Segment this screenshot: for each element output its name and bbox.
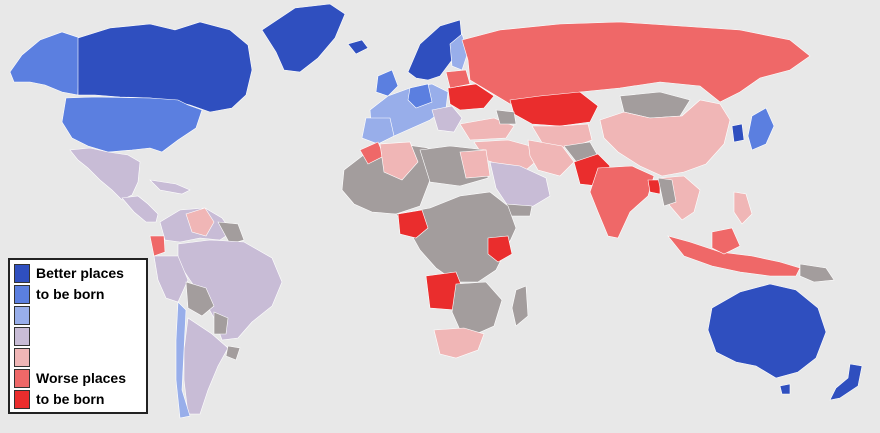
legend-row: to be born (14, 285, 144, 305)
legend-swatch (14, 348, 30, 367)
region-ukraine (447, 83, 495, 111)
region-middle-east (473, 139, 541, 171)
legend-row (14, 348, 144, 368)
legend-label: Worse places (36, 370, 127, 386)
region-uk-ireland (375, 69, 399, 97)
legend-row: to be born (14, 390, 144, 410)
legend-row: Better places (14, 264, 144, 284)
region-indonesia (667, 235, 801, 277)
region-algeria (379, 141, 419, 181)
region-balkans (431, 105, 463, 133)
legend-swatch (14, 327, 30, 346)
region-southern-africa (451, 281, 503, 335)
region-paraguay (213, 311, 229, 335)
region-brazil (177, 239, 283, 341)
region-india (589, 165, 655, 239)
region-chile (175, 301, 191, 419)
legend-label: Better places (36, 265, 124, 281)
region-ecuador (149, 235, 166, 257)
region-caucasus (495, 109, 517, 125)
legend-swatch (14, 264, 30, 283)
region-arabia (489, 161, 551, 209)
region-central-america (121, 195, 159, 223)
region-germany (407, 83, 433, 109)
region-caribbean (149, 179, 191, 195)
region-usa (61, 96, 203, 153)
region-nigeria (397, 209, 429, 239)
region-venezuela (185, 207, 215, 237)
region-papua (799, 263, 835, 283)
region-argentina (183, 317, 229, 415)
legend-swatch (14, 390, 30, 409)
region-bangladesh (647, 179, 661, 195)
legend-row (14, 327, 144, 347)
region-philippines (733, 191, 753, 225)
region-borneo (711, 227, 741, 255)
region-japan (747, 107, 775, 151)
region-greenland (261, 3, 346, 73)
region-iberia (361, 117, 395, 145)
legend-row (14, 306, 144, 326)
legend-swatch (14, 369, 30, 388)
legend-label: to be born (36, 391, 105, 407)
region-bolivia (185, 281, 215, 317)
region-iran (527, 139, 575, 177)
region-iceland (347, 39, 369, 55)
region-china (599, 99, 731, 177)
region-mexico (69, 147, 141, 201)
legend-swatch (14, 306, 30, 325)
region-belarus (445, 69, 471, 89)
region-uruguay (225, 345, 241, 361)
region-south-africa (433, 327, 485, 359)
region-kenya (487, 235, 513, 263)
region-myanmar (657, 177, 677, 207)
region-madagascar (511, 285, 529, 327)
legend: Better places to be born Worse places to… (8, 258, 148, 414)
legend-row: Worse places (14, 369, 144, 389)
legend-swatch (14, 285, 30, 304)
region-tasmania (779, 383, 791, 395)
region-canada (77, 21, 253, 113)
region-new-zealand (829, 363, 863, 401)
region-kazakhstan (509, 91, 599, 127)
region-australia (707, 283, 827, 379)
region-korea (731, 123, 745, 143)
region-egypt (459, 149, 491, 179)
region-guianas (217, 221, 245, 245)
legend-label: to be born (36, 286, 105, 302)
region-russia (461, 21, 811, 105)
